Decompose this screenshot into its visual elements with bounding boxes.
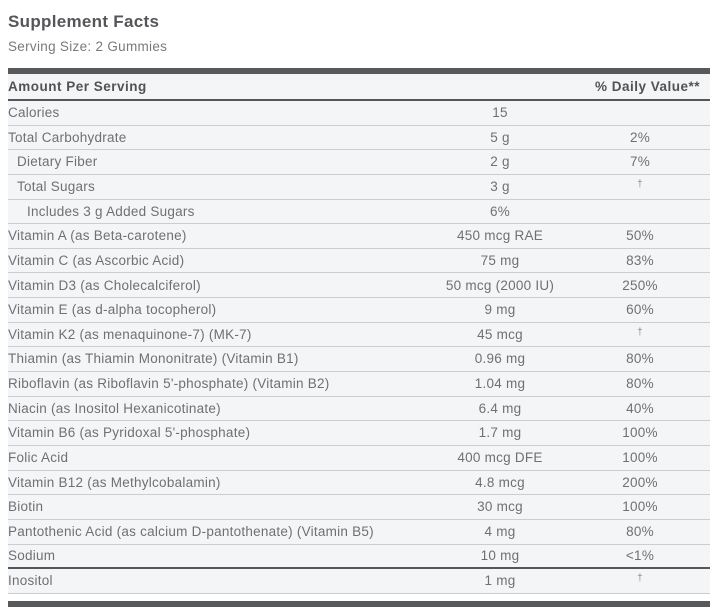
row-daily-value: 80% [626,376,654,392]
table-row: Vitamin E (as d-alpha tocopherol) 9 mg 60% [8,298,710,323]
table-row: Thiamin (as Thiamin Mononitrate) (Vitami… [8,347,710,373]
amount-per-serving-header: Amount Per Serving [8,79,147,94]
row-label: Folic Acid [8,450,69,466]
row-amount: 9 mg [484,302,516,318]
row-label: Pantothenic Acid (as calcium D-pantothen… [8,523,374,539]
table-row: Vitamin K2 (as menaquinone-7) (MK-7) 45 m… [8,322,710,348]
row-daily-value: 50% [626,228,654,244]
row-amount: 0.96 mg [474,351,526,367]
row-amount: 45 mcg [477,326,523,342]
table-row: Biotin 30 mcg 100% [8,495,710,520]
row-daily-value: 40% [626,400,654,416]
table-row: Vitamin D3 (as Cholecalciferol) 50 mcg (2… [8,273,710,299]
row-amount: 15 [492,105,508,121]
row-label: Dietary Fiber [17,154,98,170]
table-row: Pantothenic Acid (as calcium D-pantothen… [8,519,710,545]
row-amount: 1.04 mg [474,376,526,392]
row-label: Thiamin (as Thiamin Mononitrate) (Vitami… [8,351,299,367]
table-row: Dietary Fiber 2 g 7% [8,150,710,175]
table-row: Niacin (as Inositol Hexanicotinate) 6.4 m… [8,396,710,422]
table-row: Vitamin A (as Beta-carotene) 450 mcg RAE 5… [8,224,710,249]
row-label: Includes 3 g Added Sugars [27,203,195,219]
row-label: Total Carbohydrate [8,129,127,145]
row-amount: 50 mcg (2000 IU) [445,277,555,293]
row-label: Sodium [8,548,56,564]
row-amount: 10 mg [480,548,520,564]
row-daily-value: 100% [622,425,658,441]
table-row: Calories 15 [8,101,710,126]
row-amount: 400 mcg DFE [457,450,543,466]
row-label: Calories [8,105,60,121]
row-daily-value: † [637,178,643,190]
daily-value-header: % Daily Value** [594,79,700,94]
row-amount: 2 g [490,154,510,170]
row-daily-value: <1% [625,548,655,564]
row-daily-value: 60% [626,302,654,318]
row-amount: 1 mg [484,573,516,589]
row-daily-value: 100% [622,499,658,515]
row-amount: 6% [489,203,510,219]
table-row: Folic Acid 400 mcg DFE 100% [8,445,710,471]
row-label: Total Sugars [17,178,96,194]
row-label: Niacin (as Inositol Hexanicotinate) [8,400,221,416]
table-row: Riboflavin (as Riboflavin 5'-phosphate) … [8,372,710,397]
row-daily-value: 100% [622,450,658,466]
nutrient-rows: Calories 15 Total Carbohydrate 5 g 2% Dietary… [8,101,710,594]
page-title: Supplement Facts [8,12,160,31]
row-amount: 1.7 mg [478,425,522,441]
row-daily-value: † [637,326,643,338]
row-daily-value: † [637,572,643,584]
row-label: Biotin [8,499,44,515]
row-label: Vitamin D3 (as Cholecalciferol) [8,277,201,293]
row-label: Vitamin K2 (as menaquinone-7) (MK-7) [8,326,252,342]
table-row: Vitamin B12 (as Methylcobalamin) 4.8 mcg 2… [8,470,710,496]
row-daily-value: 80% [626,523,654,539]
row-amount: 4 mg [484,523,516,539]
row-amount: 75 mg [480,252,520,268]
table-row: Vitamin B6 (as Pyridoxal 5'-phosphate) 1.… [8,421,710,446]
table-row: Inositol 1 mg † [8,569,710,594]
table-header-row: Amount Per Serving % Daily Value** [8,74,710,101]
bottom-divider-bar [8,600,710,607]
top-divider-bar [8,68,710,74]
row-amount: 4.8 mcg [475,474,525,490]
row-label: Inositol [8,573,53,589]
row-label: Vitamin B12 (as Methylcobalamin) [8,474,221,490]
row-daily-value: 80% [626,351,654,367]
row-daily-value: 250% [622,277,658,293]
row-label: Vitamin A (as Beta-carotene) [8,228,187,244]
row-daily-value: 200% [622,474,658,490]
table-row: Total Sugars 3 g † [8,174,710,200]
table-row: Total Carbohydrate 5 g 2% [8,125,710,151]
row-daily-value: 7% [629,154,650,170]
table-row: Sodium 10 mg <1% [8,544,710,570]
row-amount: 6.4 mg [478,400,522,416]
row-amount: 30 mcg [477,499,523,515]
row-amount: 3 g [490,178,510,194]
row-label: Vitamin B6 (as Pyridoxal 5'-phosphate) [8,425,251,441]
serving-size-text: Serving Size: 2 Gummies [8,39,168,54]
row-daily-value: 2% [629,129,650,145]
row-label: Vitamin E (as d-alpha tocopherol) [8,302,217,318]
table-row: Vitamin C (as Ascorbic Acid) 75 mg 83% [8,248,710,274]
row-amount: 450 mcg RAE [456,228,544,244]
row-label: Vitamin C (as Ascorbic Acid) [8,252,185,268]
row-daily-value: 83% [626,252,654,268]
table-row: Includes 3 g Added Sugars 6% [8,199,710,225]
row-label: Riboflavin (as Riboflavin 5'-phosphate) … [8,376,330,392]
row-amount: 5 g [490,129,510,145]
